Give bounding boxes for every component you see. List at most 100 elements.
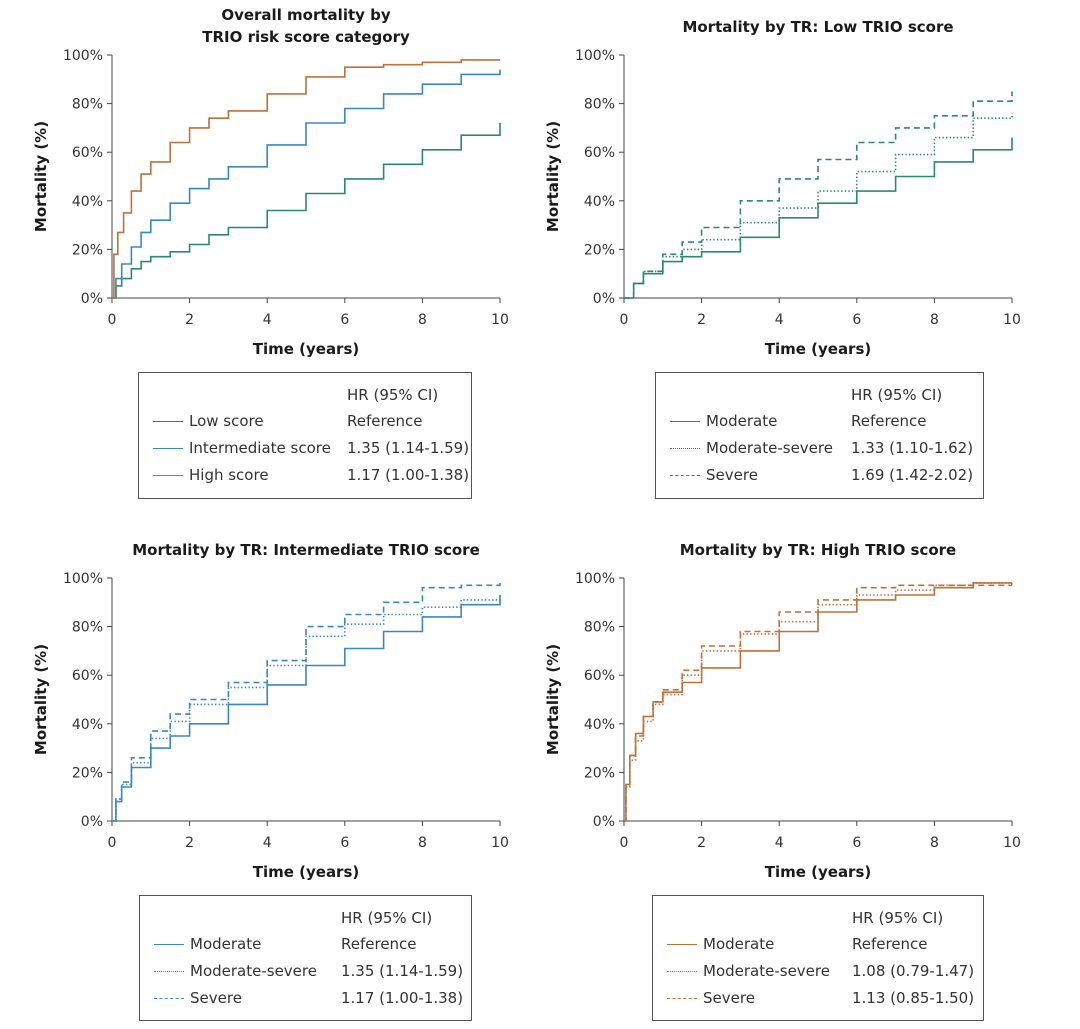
y-tick-label: 60% (72, 668, 103, 684)
y-tick-label: 60% (584, 145, 615, 161)
legend-item: Moderate Reference (140, 934, 471, 954)
legend-label: High score (189, 466, 269, 484)
legend-hr-value: Reference (347, 412, 423, 430)
legend-item: Moderate Reference (653, 934, 983, 954)
y-tick-label: 20% (72, 242, 103, 258)
series-line-moderate (112, 595, 501, 822)
x-tick-label: 2 (697, 835, 706, 851)
x-tick-label: 2 (185, 835, 194, 851)
legend-box: HR (95% CI) Moderate Reference Moderate-sev… (652, 895, 984, 1021)
legend-label: Moderate (190, 935, 262, 953)
x-tick-label: 6 (340, 835, 349, 851)
legend-item: Intermediate score 1.35 (1.14-1.59) (139, 438, 471, 458)
legend-hr-value: 1.17 (1.00-1.38) (341, 989, 464, 1007)
legend-label: Intermediate score (189, 439, 331, 457)
legend-hr-value: Reference (852, 935, 928, 953)
x-tick-label: 4 (263, 835, 272, 851)
legend-header: HR (95% CI) (851, 386, 943, 404)
series-line-moderate-severe (624, 582, 1013, 822)
legend-hr-value: 1.35 (1.14-1.59) (341, 962, 464, 980)
x-tick-label: 8 (418, 835, 427, 851)
chart-panel-2: Mortality by TR: Low TRIO score 0% 20% 40% 6… (544, 18, 1021, 358)
y-tick-label: 80% (72, 97, 103, 113)
x-tick-label: 10 (1003, 312, 1021, 328)
y-tick-label: 0% (593, 814, 615, 830)
x-axis-label: Time (years) (765, 340, 872, 358)
y-tick-label: 100% (63, 48, 103, 64)
legend-line-swatch (670, 421, 700, 422)
x-tick-label: 4 (263, 312, 272, 328)
legend-header: HR (95% CI) (852, 909, 944, 927)
y-tick-label: 80% (584, 620, 615, 636)
series-line-moderate-severe (112, 595, 501, 822)
legend-line-swatch (153, 448, 183, 449)
series-line-high-score (112, 59, 500, 299)
legend-header: HR (95% CI) (347, 386, 439, 404)
x-tick-label: 6 (852, 835, 861, 851)
y-tick-label: 100% (63, 571, 103, 587)
y-tick-label: 0% (81, 814, 103, 830)
legend-line-swatch (154, 944, 184, 945)
legend-label: Severe (703, 989, 755, 1007)
legend-line-swatch (667, 944, 697, 945)
legend-hr-value: 1.17 (1.00-1.38) (347, 466, 470, 484)
chart-title: Mortality by TR: High TRIO score (680, 541, 956, 559)
y-tick-label: 80% (584, 97, 615, 113)
legend-item: Moderate Reference (656, 411, 983, 431)
chart-panel-3: Mortality by TR: Intermediate TRIO score… (32, 541, 509, 881)
legend-item: Low score Reference (139, 411, 471, 431)
series-line-intermediate-score (112, 69, 501, 299)
y-tick-label: 20% (584, 765, 615, 781)
legend-line-swatch (154, 971, 184, 972)
legend-label: Severe (706, 466, 758, 484)
x-tick-label: 6 (340, 312, 349, 328)
x-tick-label: 0 (108, 835, 117, 851)
y-tick-label: 40% (584, 194, 615, 210)
legend-box: HR (95% CI) Moderate Reference Moderate-sev… (139, 895, 472, 1021)
legend-label: Moderate (706, 412, 778, 430)
legend-item: Severe 1.17 (1.00-1.38) (140, 988, 471, 1008)
y-tick-label: 40% (72, 717, 103, 733)
x-tick-label: 6 (852, 312, 861, 328)
y-tick-label: 60% (72, 145, 103, 161)
chart-panel-1: Overall mortality by TRIO risk score cate… (32, 6, 509, 358)
chart-panel-4: Mortality by TR: High TRIO score 0% 20% 40%… (544, 541, 1021, 881)
y-tick-label: 80% (72, 620, 103, 636)
legend-line-swatch (154, 998, 184, 999)
legend-line-swatch (667, 971, 697, 972)
y-tick-label: 60% (584, 668, 615, 684)
x-tick-label: 0 (108, 312, 117, 328)
series-line-low-score (112, 123, 501, 299)
legend-line-swatch (667, 998, 697, 999)
y-tick-label: 20% (584, 242, 615, 258)
legend-label: Moderate-severe (706, 439, 833, 457)
y-tick-label: 0% (593, 291, 615, 307)
x-axis-label: Time (years) (765, 863, 872, 881)
y-tick-label: 20% (72, 765, 103, 781)
y-tick-label: 100% (575, 48, 615, 64)
legend-hr-value: 1.69 (1.42-2.02) (851, 466, 974, 484)
legend-item: Severe 1.13 (0.85-1.50) (653, 988, 983, 1008)
legend-label: Moderate-severe (703, 962, 830, 980)
x-tick-label: 0 (620, 312, 629, 328)
x-tick-label: 8 (930, 835, 939, 851)
x-tick-label: 10 (491, 835, 509, 851)
y-axis-label: Mortality (%) (32, 644, 50, 755)
y-tick-label: 100% (575, 571, 615, 587)
x-tick-label: 2 (697, 312, 706, 328)
legend-hr-value: Reference (851, 412, 927, 430)
y-tick-label: 40% (584, 717, 615, 733)
x-tick-label: 0 (620, 835, 629, 851)
y-tick-label: 40% (72, 194, 103, 210)
legend-line-swatch (670, 448, 700, 449)
legend-item: Moderate-severe 1.35 (1.14-1.59) (140, 961, 471, 981)
legend-line-swatch (153, 421, 183, 422)
series-line-severe (112, 582, 501, 822)
legend-hr-value: Reference (341, 935, 417, 953)
x-axis-label: Time (years) (253, 863, 360, 881)
legend-item: Moderate-severe 1.33 (1.10-1.62) (656, 438, 983, 458)
chart-title: Overall mortality by (221, 6, 391, 24)
chart-title: TRIO risk score category (202, 28, 410, 46)
legend-item: Severe 1.69 (1.42-2.02) (656, 465, 983, 485)
